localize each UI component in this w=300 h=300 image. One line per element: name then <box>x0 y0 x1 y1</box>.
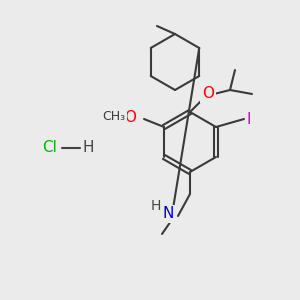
Text: H: H <box>151 199 161 213</box>
Text: N: N <box>162 206 174 221</box>
Text: I: I <box>247 112 251 127</box>
Text: O: O <box>202 86 214 101</box>
Text: H: H <box>82 140 94 155</box>
Text: CH₃: CH₃ <box>103 110 126 124</box>
Text: Cl: Cl <box>43 140 57 155</box>
Text: O: O <box>124 110 136 124</box>
